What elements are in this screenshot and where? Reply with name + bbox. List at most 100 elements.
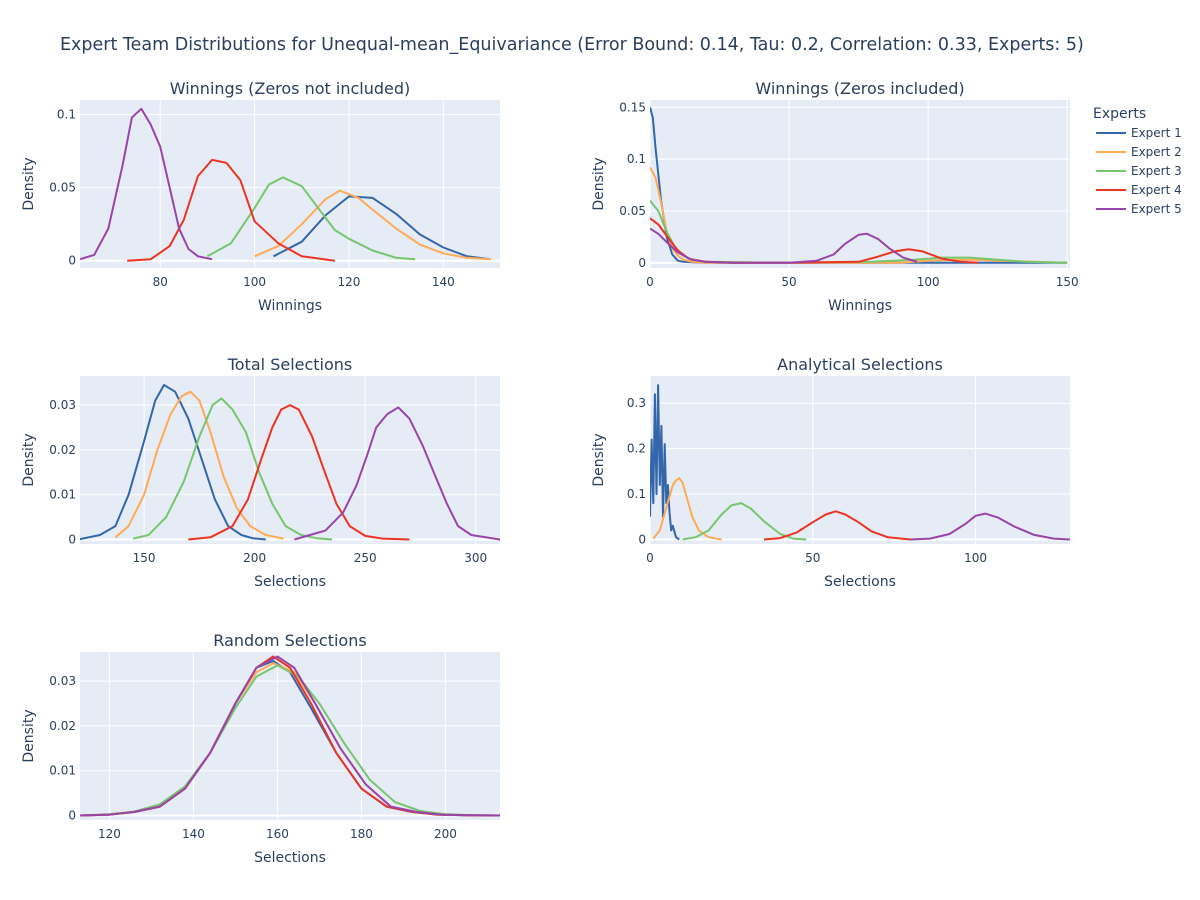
- x-tick-label: 100: [917, 275, 940, 289]
- series-group: [650, 107, 1068, 264]
- series-line-expert-2: [650, 166, 1068, 264]
- y-tick-label: 0.02: [49, 719, 76, 733]
- y-tick-label: 0: [638, 532, 646, 546]
- x-axis-label: Selections: [824, 574, 896, 590]
- y-tick-label: 0.1: [627, 152, 646, 166]
- x-tick-label: 160: [266, 827, 289, 841]
- subplot-title: Total Selections: [227, 355, 353, 374]
- y-tick-label: 0.05: [49, 181, 76, 195]
- legend-label: Expert 4: [1131, 183, 1182, 197]
- series-line-expert-5: [650, 227, 918, 264]
- legend-label: Expert 3: [1131, 164, 1182, 178]
- series-line-expert-4: [650, 217, 979, 264]
- x-tick-label: 140: [182, 827, 205, 841]
- subplot-title: Random Selections: [213, 631, 366, 650]
- series-line-expert-3: [206, 176, 416, 261]
- y-tick-label: 0.03: [49, 398, 76, 412]
- legend-item-expert-2[interactable]: Expert 2: [1096, 145, 1182, 159]
- subplot-random-selections: 120 140 160 180 200 0 0.01 0.02 0.03 Random Selec…: [21, 631, 500, 866]
- series-group: [80, 655, 500, 817]
- x-tick-label: 50: [805, 551, 820, 565]
- subplot-title: Winnings (Zeros included): [755, 79, 964, 98]
- plot-area: [80, 652, 500, 820]
- series-line-expert-2: [114, 390, 284, 540]
- plot-area: [650, 100, 1070, 268]
- series-line-expert-1: [273, 195, 491, 261]
- series-group: [80, 384, 500, 541]
- series-line-expert-5: [80, 107, 213, 261]
- subplot-title: Analytical Selections: [777, 355, 943, 374]
- y-tick-label: 0: [68, 254, 76, 268]
- x-axis-label: Selections: [254, 574, 326, 590]
- x-tick-label: 200: [243, 551, 266, 565]
- legend-label: Expert 1: [1131, 126, 1182, 140]
- subplot-total-selections: 150 200 250 300 0 0.01 0.02 0.03 Total Selection…: [21, 355, 500, 590]
- y-tick-label: 0.02: [49, 443, 76, 457]
- x-tick-label: 200: [434, 827, 457, 841]
- y-axis-label: Density: [21, 157, 37, 210]
- y-tick-label: 0.01: [49, 764, 76, 778]
- y-tick-label: 0.3: [627, 396, 646, 410]
- legend-item-expert-3[interactable]: Expert 3: [1096, 164, 1182, 178]
- legend-item-expert-1[interactable]: Expert 1: [1096, 126, 1182, 140]
- plot-area: [80, 376, 500, 544]
- series-line-expert-5: [910, 512, 1070, 541]
- y-tick-label: 0.1: [57, 108, 76, 122]
- series-group: [80, 107, 491, 262]
- series-line-expert-3: [80, 664, 500, 817]
- legend-label: Expert 5: [1131, 202, 1182, 216]
- plot-area: [80, 100, 500, 268]
- y-tick-label: 0.15: [619, 100, 646, 114]
- x-tick-label: 80: [153, 275, 168, 289]
- subplot-analytical-selections: 0 50 100 0 0.1 0.2 0.3 Analytical Selections Sel…: [591, 355, 1070, 590]
- x-tick-label: 140: [432, 275, 455, 289]
- series-line-expert-5: [80, 655, 500, 817]
- y-axis-label: Density: [21, 709, 37, 762]
- series-line-expert-2: [254, 189, 491, 261]
- legend: Experts Expert 1 Expert 2 Expert 3 Exper…: [1093, 106, 1182, 216]
- x-tick-label: 250: [354, 551, 377, 565]
- x-tick-label: 100: [243, 275, 266, 289]
- series-line-expert-1: [80, 384, 266, 541]
- x-axis-label: Winnings: [828, 298, 892, 314]
- y-tick-label: 0.1: [627, 487, 646, 501]
- y-tick-label: 0.03: [49, 674, 76, 688]
- x-tick-label: 0: [646, 275, 654, 289]
- x-tick-label: 150: [133, 551, 156, 565]
- y-axis-label: Density: [21, 433, 37, 486]
- x-tick-label: 50: [781, 275, 796, 289]
- legend-item-expert-4[interactable]: Expert 4: [1096, 183, 1182, 197]
- legend-title: Experts: [1093, 106, 1146, 122]
- series-line-expert-2: [652, 477, 722, 541]
- series-line-expert-4: [127, 158, 335, 262]
- legend-item-expert-5[interactable]: Expert 5: [1096, 202, 1182, 216]
- series-line-expert-4: [188, 404, 410, 541]
- x-axis-label: Selections: [254, 850, 326, 866]
- x-tick-label: 180: [350, 827, 373, 841]
- y-tick-label: 0.01: [49, 488, 76, 502]
- y-tick-label: 0: [638, 256, 646, 270]
- subplot-winnings-nonzero: 80 100 120 140 0 0.05 0.1 Winnings (Zeros not i…: [21, 79, 500, 314]
- series-group: [650, 384, 1070, 541]
- series-line-expert-3: [132, 397, 333, 541]
- subplot-winnings-with-zeros: 0 50 100 150 0 0.05 0.1 0.15 Winnings (Zeros inc…: [591, 79, 1079, 314]
- x-tick-label: 150: [1056, 275, 1079, 289]
- legend-label: Expert 2: [1131, 145, 1182, 159]
- y-axis-label: Density: [591, 433, 607, 486]
- series-line-expert-5: [294, 406, 500, 541]
- x-axis-label: Winnings: [258, 298, 322, 314]
- y-tick-label: 0.2: [627, 442, 646, 456]
- y-axis-label: Density: [591, 157, 607, 210]
- x-tick-label: 100: [964, 551, 987, 565]
- subplot-title: Winnings (Zeros not included): [170, 79, 411, 98]
- x-tick-label: 120: [98, 827, 121, 841]
- series-line-expert-4: [763, 510, 911, 541]
- y-tick-label: 0.05: [619, 204, 646, 218]
- figure-title: Expert Team Distributions for Unequal-me…: [60, 35, 1084, 55]
- y-tick-label: 0: [68, 533, 76, 547]
- x-tick-label: 120: [338, 275, 361, 289]
- x-tick-label: 300: [464, 551, 487, 565]
- series-line-expert-3: [682, 502, 807, 541]
- x-tick-label: 0: [646, 551, 654, 565]
